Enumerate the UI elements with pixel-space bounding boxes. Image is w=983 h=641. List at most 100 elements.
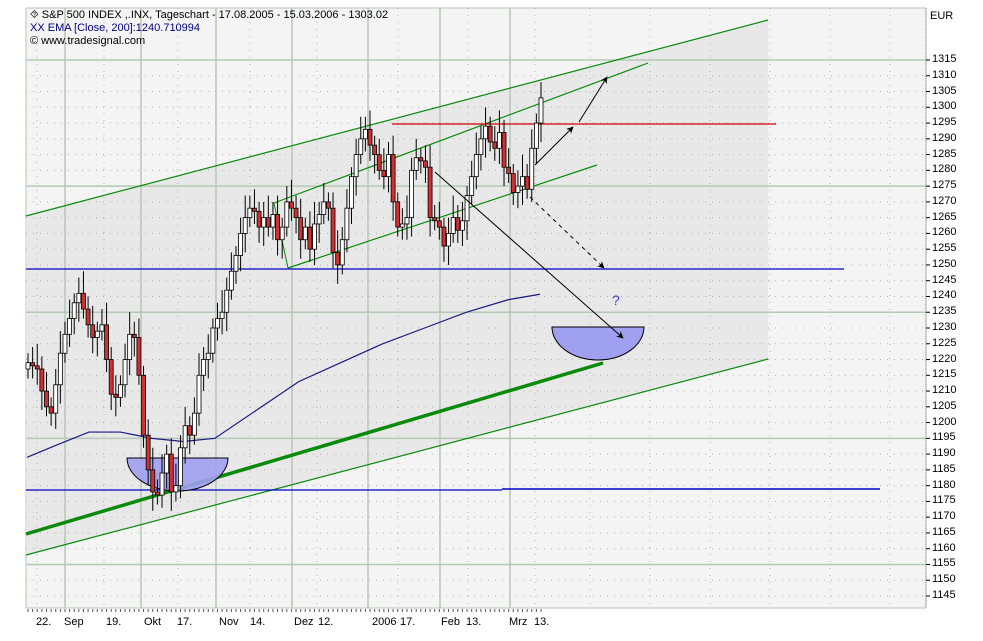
candle-up <box>460 220 465 231</box>
y-tick-label: 1200 <box>932 415 957 428</box>
arrow-up-short <box>534 126 574 166</box>
candles <box>25 82 544 511</box>
arrow-down-dashed <box>529 196 605 269</box>
candle-down <box>436 220 442 228</box>
x-tick-label: 17. <box>400 616 416 628</box>
candle-down <box>155 491 160 496</box>
candle-down <box>307 226 313 250</box>
candle-down <box>501 132 507 168</box>
candle-up <box>497 132 502 149</box>
candle-down <box>275 214 280 241</box>
candle-up <box>404 217 410 225</box>
x-tick-label: 13. <box>466 616 482 628</box>
candle-up <box>57 352 63 386</box>
y-tick-label: 1180 <box>932 478 956 491</box>
candle-down <box>104 324 109 360</box>
x-axis <box>27 609 542 612</box>
candle-down <box>492 141 498 149</box>
candle-up <box>219 311 225 319</box>
candle-down <box>44 390 49 408</box>
y-tick-label: 1225 <box>932 336 957 349</box>
y-tick-label: 1255 <box>932 242 957 255</box>
y-tick-label: 1195 <box>932 431 956 444</box>
y-axis-unit: EUR <box>930 10 954 22</box>
y-tick-label: 1280 <box>932 163 957 176</box>
candle-up <box>71 302 77 319</box>
candle-down <box>390 154 396 203</box>
y-tick-label: 1250 <box>932 257 957 270</box>
y-tick-label: 1210 <box>932 384 957 397</box>
candle-down <box>108 359 114 395</box>
candle-up <box>399 223 405 228</box>
x-tick-label: 19. <box>106 616 122 628</box>
candle-up <box>520 176 525 187</box>
candle-down <box>145 434 151 471</box>
y-tick-label: 1215 <box>932 368 957 381</box>
candle-up <box>358 138 364 155</box>
candle-up <box>533 122 539 149</box>
candle-down <box>150 469 156 493</box>
candle-up <box>164 453 170 474</box>
y-tick-label: 1230 <box>932 321 957 333</box>
candle-up <box>242 217 248 234</box>
candle-down <box>330 207 336 253</box>
candle-up <box>446 233 451 247</box>
candle-down <box>376 154 382 171</box>
candle-up <box>270 214 276 228</box>
candle-up <box>62 333 68 354</box>
candle-down <box>168 453 174 493</box>
candle-down <box>367 128 373 146</box>
candle-down <box>487 125 493 143</box>
candle-up <box>483 125 488 140</box>
candle-up <box>302 226 308 241</box>
candle-down <box>113 393 119 398</box>
candle-up <box>261 217 267 228</box>
y-tick-label: 1190 <box>932 447 956 460</box>
ema-line <box>26 293 541 458</box>
candle-up <box>279 226 285 241</box>
y-tick-label: 1175 <box>932 494 956 507</box>
candle-up <box>312 223 317 250</box>
candle-up <box>182 425 188 449</box>
candle-up <box>94 330 100 338</box>
legend-ema: XX EMA [Close, 200]:1240.710994 <box>30 22 201 34</box>
x-tick-label: 13. <box>534 616 550 628</box>
channel-inner-lower <box>287 164 598 269</box>
y-tick-label: 1310 <box>932 68 957 81</box>
candle-up <box>284 201 290 228</box>
candle-down <box>418 157 424 162</box>
candle-down <box>326 201 331 209</box>
y-tick-label: 1285 <box>932 147 957 160</box>
y-axis <box>925 8 930 608</box>
candle-up <box>201 359 207 376</box>
candle-down <box>131 333 137 338</box>
y-tick-label: 1220 <box>932 352 957 365</box>
chart-legend: ⯑ S&P 500 INDEX ,.INX, Tageschart - 17.0… <box>30 9 388 48</box>
candle-up <box>159 472 165 496</box>
candle-up <box>515 185 521 193</box>
candle-up <box>215 318 220 329</box>
candle-up <box>538 97 544 124</box>
y-tick-label: 1150 <box>932 573 956 586</box>
candle-up <box>450 217 456 234</box>
candle-up <box>53 384 59 414</box>
x-tick-label: 22. <box>36 616 52 628</box>
candle-down <box>441 226 447 247</box>
x-tick-label: 12. <box>318 616 334 628</box>
candle-down <box>395 201 401 228</box>
y-tick-label: 1295 <box>932 116 957 129</box>
line-style-icon: XX <box>30 22 45 34</box>
y-tick-label: 1160 <box>932 541 956 554</box>
candle-up <box>228 270 234 291</box>
candle-down <box>381 169 387 178</box>
x-tick-label: Okt <box>144 616 162 628</box>
candle-down <box>30 362 36 367</box>
candle-down <box>506 166 512 174</box>
candle-down <box>136 337 142 376</box>
x-tick-label: Sep <box>64 616 84 628</box>
channel-inner-upper <box>273 62 649 204</box>
y-tick-label: 1235 <box>932 305 957 318</box>
y-tick-label: 1245 <box>932 273 957 286</box>
candle-up <box>99 324 105 332</box>
y-tick-label: 1240 <box>932 289 957 302</box>
